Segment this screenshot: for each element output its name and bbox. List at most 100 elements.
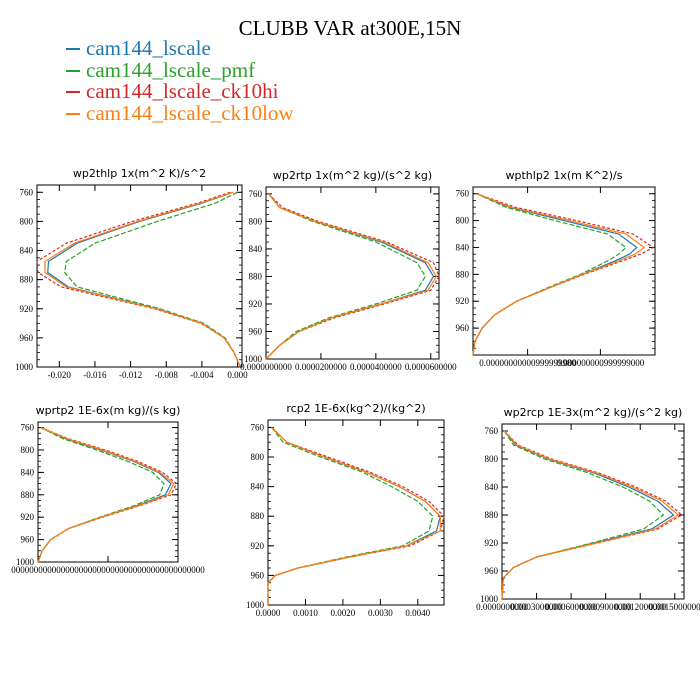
- y-tick-label: 760: [20, 187, 34, 197]
- y-tick-label: 880: [249, 271, 263, 281]
- x-tick-label: 0.0020: [331, 608, 356, 618]
- legend-item-lscale: cam144_lscale: [66, 36, 294, 60]
- panel-title: wp2thlp 1x(m^2 K)/s^2: [73, 167, 206, 180]
- y-tick-label: 960: [20, 333, 34, 343]
- x-tick-label: 0.0030: [368, 608, 393, 618]
- plot-frame: [501, 423, 685, 600]
- panel-title: wp2rtp 1x(m^2 kg)/(s^2 kg): [273, 169, 432, 182]
- y-tick-label: 760: [456, 189, 470, 199]
- plot-frame: [36, 184, 243, 368]
- x-tick-label: -0.012: [119, 370, 142, 380]
- plot-frame: [472, 186, 656, 356]
- y-tick-label: 1000: [246, 600, 265, 610]
- panel-3: wpthlp2 1x(m K^2)/s 760 800 840 880 920 960 0.0…: [456, 169, 656, 368]
- y-tick-label: 840: [251, 482, 265, 492]
- y-tick-label: 800: [20, 216, 34, 226]
- legend-swatch: [66, 69, 80, 72]
- legend-item-lscale-ck10hi: cam144_lscale_ck10hi: [66, 79, 294, 103]
- x-tick-label: -0.016: [83, 370, 107, 380]
- y-tick-label: 800: [21, 445, 35, 455]
- series-line-4: [37, 427, 175, 563]
- panel-1: wp2thlp 1x(m^2 K)/s^2 760 800 840 880 920 960 1…: [15, 167, 248, 380]
- plot-frame: [265, 186, 440, 360]
- y-tick-label: 880: [20, 275, 34, 285]
- x-tick-label: 0.0000000000: [476, 602, 528, 612]
- series-line-2: [472, 193, 627, 356]
- y-tick-label: 760: [251, 422, 265, 432]
- series-line-2: [37, 427, 165, 563]
- y-tick-label: 880: [456, 269, 470, 279]
- x-tick-label: -0.004: [190, 370, 214, 380]
- legend-item-lscale-ck10low: cam144_lscale_ck10low: [66, 100, 294, 125]
- x-tick-label: 0.0000600000: [405, 362, 457, 372]
- legend-swatch: [66, 48, 80, 51]
- legend: cam144_lscale cam144_lscale_pmf cam144_l…: [66, 36, 294, 125]
- y-tick-label: 920: [456, 296, 470, 306]
- x-tick-label: 0.0000: [256, 608, 281, 618]
- x-tick-label: 0.000000000999999000: [557, 358, 645, 368]
- x-tick-label: 0.0012000000: [614, 602, 666, 612]
- series-line-1: [265, 193, 435, 360]
- series-line-2: [267, 427, 434, 605]
- y-tick-label: 920: [249, 299, 263, 309]
- series-line-1: [472, 193, 638, 356]
- y-tick-label: 920: [21, 512, 35, 522]
- y-tick-label: 760: [485, 426, 499, 436]
- x-tick-label: 0.0000200000: [295, 362, 347, 372]
- panel-title: wp2rcp 1E-3x(m^2 kg)/(s^2 kg): [504, 406, 683, 419]
- y-tick-label: 1000: [15, 362, 34, 372]
- series-line-3: [37, 427, 178, 563]
- y-tick-label: 960: [251, 570, 265, 580]
- y-tick-label: 1000: [244, 354, 263, 364]
- y-tick-label: 760: [249, 189, 263, 199]
- x-tick-label: 0.0006000000: [545, 602, 597, 612]
- legend-swatch: [66, 112, 80, 115]
- series-line-3: [501, 430, 683, 600]
- series-line-1: [267, 426, 441, 605]
- series-line-2: [63, 191, 241, 368]
- series-line-1: [501, 430, 675, 600]
- series-line-4: [472, 193, 646, 356]
- x-tick-label: 0000000000000000000000000000000000000000…: [11, 565, 205, 575]
- x-tick-label: 0.0040: [405, 608, 430, 618]
- y-tick-label: 800: [251, 452, 265, 462]
- panel-title: wpthlp2 1x(m K^2)/s: [506, 169, 623, 182]
- series-line-4: [501, 430, 680, 600]
- x-tick-label: 0.0003000000: [511, 602, 563, 612]
- series-line-4: [44, 191, 241, 368]
- panel-title: rcp2 1E-6x(kg^2)/(kg^2): [286, 402, 425, 415]
- series-line-2: [265, 193, 427, 360]
- y-tick-label: 1000: [16, 557, 35, 567]
- legend-label: cam144_lscale_ck10low: [86, 100, 294, 125]
- legend-label: cam144_lscale_ck10hi: [86, 79, 279, 103]
- y-tick-label: 800: [249, 216, 263, 226]
- y-tick-label: 840: [20, 246, 34, 256]
- y-tick-label: 920: [251, 541, 265, 551]
- panel-5: rcp2 1E-6x(kg^2)/(kg^2) 760 800 840 880 920 96…: [246, 402, 445, 618]
- y-tick-label: 840: [485, 482, 499, 492]
- series-line-1: [37, 427, 172, 563]
- y-tick-label: 880: [251, 511, 265, 521]
- y-tick-label: 880: [21, 490, 35, 500]
- legend-label: cam144_lscale: [86, 36, 211, 60]
- x-tick-label: -0.020: [48, 370, 72, 380]
- x-tick-label: 0.0015000000: [649, 602, 700, 612]
- y-tick-label: 880: [485, 510, 499, 520]
- x-tick-label: 0.00000000000999999980: [479, 358, 576, 368]
- series-line-3: [472, 193, 655, 356]
- plot-frame: [267, 419, 445, 606]
- y-tick-label: 960: [456, 323, 470, 333]
- x-tick-label: 0.000: [227, 370, 248, 380]
- series-line-4: [267, 426, 441, 605]
- y-tick-label: 800: [485, 454, 499, 464]
- series-line-2: [501, 430, 665, 600]
- figure-title: CLUBB VAR at300E,15N: [238, 16, 462, 40]
- y-tick-label: 800: [456, 216, 470, 226]
- x-tick-label: 0.0000400000: [350, 362, 402, 372]
- y-tick-label: 920: [20, 304, 34, 314]
- plot-frame: [37, 421, 179, 563]
- y-tick-label: 840: [456, 242, 470, 252]
- series-line-3: [36, 191, 241, 368]
- panel-6: wp2rcp 1E-3x(m^2 kg)/(s^2 kg) 760 800 840 88…: [476, 406, 700, 612]
